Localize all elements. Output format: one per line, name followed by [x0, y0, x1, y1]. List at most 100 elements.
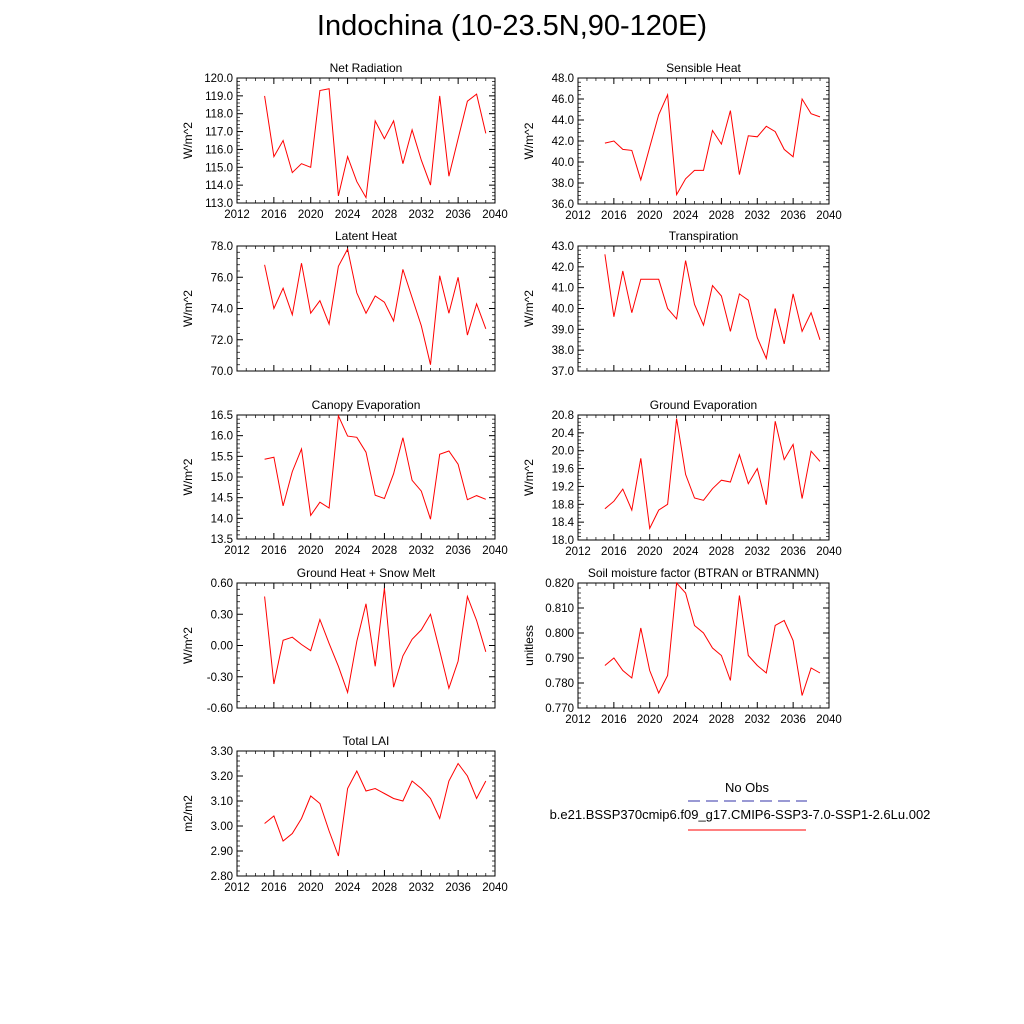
x-tick-label: 2028 [372, 545, 398, 557]
x-tick-label: 2020 [637, 714, 663, 726]
y-tick-label: 78.0 [211, 241, 233, 253]
y-tick-label: 15.5 [211, 451, 233, 463]
plot-frame [236, 582, 496, 709]
y-tick-label: 44.0 [552, 115, 574, 127]
x-tick-label: 2024 [673, 714, 699, 726]
y-tick-label: 2.90 [211, 846, 233, 858]
x-tick-label: 2020 [637, 546, 663, 558]
y-tick-label: 16.5 [211, 410, 233, 422]
legend-graphic: No Obs b.e21.BSSP370cmip6.f09_g17.CMIP6-… [550, 780, 930, 831]
y-tick-label: 114.0 [205, 180, 233, 192]
x-tick-label: 2032 [744, 546, 770, 558]
x-tick-label: 2020 [298, 882, 324, 894]
y-tick-label: 0.790 [545, 653, 574, 665]
series-line [604, 92, 821, 197]
y-tick-label: 37.0 [552, 366, 574, 378]
x-tick-label: 2016 [261, 545, 287, 557]
x-tick-label: 2040 [816, 546, 842, 558]
y-tick-label: -0.60 [207, 703, 233, 715]
series-line [264, 88, 487, 200]
x-tick-label: 2028 [709, 210, 735, 222]
x-tick-label: 2040 [816, 210, 842, 222]
x-tick-label: 2024 [335, 545, 361, 557]
chart-panel-9: Total LAI m2/m2 2.80 2.90 3.00 3.10 3.20 3.30 20… [181, 734, 508, 894]
x-tick-label: 2020 [637, 210, 663, 222]
x-tick-label: 2032 [408, 209, 434, 221]
x-tick-label: 2032 [744, 714, 770, 726]
chart-panel-1: Net Radiation W/m^2 113.0 114.0 115.0 116.0 11… [181, 61, 508, 221]
y-tick-label: 3.10 [211, 796, 233, 808]
y-tick-label: 0.810 [545, 603, 574, 615]
legend-entry-no-obs: No Obs [725, 780, 770, 795]
y-axis-title: W/m^2 [181, 290, 195, 327]
y-tick-label: 0.780 [545, 678, 574, 690]
x-tick-label: 2040 [816, 714, 842, 726]
x-tick-label: 2036 [445, 882, 471, 894]
y-tick-label: 0.60 [211, 578, 233, 590]
chart-panel-3: Latent Heat W/m^2 70.0 72.0 74.0 76.0 78.0 [181, 229, 496, 378]
x-tick-label: 2040 [482, 882, 508, 894]
y-tick-label: 18.8 [552, 499, 574, 511]
x-tick-label: 2036 [445, 209, 471, 221]
panel-title: Total LAI [343, 734, 390, 748]
plot-frame [236, 77, 496, 204]
chart-panel-7: Ground Heat + Snow Melt W/m^2 -0.60 -0.30 0.… [181, 566, 496, 715]
y-tick-label: 116.0 [205, 144, 233, 156]
y-tick-label: 48.0 [552, 73, 574, 85]
chart-panel-8: Soil moisture factor (BTRAN or BTRANMN) u… [522, 566, 842, 726]
panel-title: Latent Heat [335, 229, 398, 243]
y-axis-title: W/m^2 [522, 459, 536, 496]
y-tick-label: 115.0 [205, 162, 233, 174]
y-tick-label: 16.0 [211, 431, 233, 443]
y-tick-label: 0.770 [545, 703, 574, 715]
y-tick-label: 42.0 [552, 262, 574, 274]
chart-panel-5: Canopy Evaporation W/m^2 13.5 14.0 14.5 15.0 1… [181, 398, 508, 557]
x-tick-label: 2024 [673, 210, 699, 222]
y-tick-label: 118.0 [205, 109, 233, 121]
panel-title: Net Radiation [330, 61, 403, 75]
plot-frame [577, 414, 830, 541]
x-tick-label: 2032 [744, 210, 770, 222]
y-axis-title: W/m^2 [181, 122, 195, 159]
y-tick-label: 14.0 [211, 513, 233, 525]
x-tick-label: 2016 [601, 714, 627, 726]
figure-title: Indochina (10-23.5N,90-120E) [316, 10, 708, 42]
x-tick-label: 2012 [224, 545, 250, 557]
x-tick-label: 2032 [408, 545, 434, 557]
x-tick-label: 2024 [673, 546, 699, 558]
y-tick-label: 18.0 [552, 535, 574, 547]
x-tick-label: 2012 [224, 882, 250, 894]
y-axis-title: W/m^2 [181, 627, 195, 664]
y-axis-title: W/m^2 [522, 122, 536, 159]
y-tick-label: 120.0 [204, 73, 233, 85]
y-tick-label: 74.0 [211, 304, 233, 316]
series-line [604, 418, 821, 531]
x-tick-label: 2040 [482, 545, 508, 557]
y-tick-label: 20.0 [552, 446, 574, 458]
panel-title: Soil moisture factor (BTRAN or BTRANMN) [588, 566, 819, 580]
y-tick-label: 19.6 [552, 464, 574, 476]
y-tick-label: 19.2 [552, 481, 574, 493]
y-tick-label: 14.5 [211, 493, 233, 505]
x-tick-label: 2012 [565, 714, 591, 726]
y-tick-label: 20.4 [552, 428, 575, 440]
x-tick-label: 2028 [372, 882, 398, 894]
y-tick-label: 3.00 [211, 821, 233, 833]
x-tick-label: 2036 [780, 546, 806, 558]
y-tick-label: 36.0 [552, 199, 574, 211]
plot-frame [577, 77, 830, 205]
panel-title: Canopy Evaporation [312, 398, 421, 412]
y-axis-title: W/m^2 [181, 458, 195, 495]
panel-title: Transpiration [669, 229, 739, 243]
y-tick-label: 43.0 [552, 241, 574, 253]
y-tick-label: 117.0 [205, 127, 233, 139]
panel-title: Ground Evaporation [650, 398, 757, 412]
x-tick-label: 2020 [298, 545, 324, 557]
x-tick-label: 2024 [335, 882, 361, 894]
y-tick-label: 3.20 [211, 771, 233, 783]
legend: No Obs b.e21.BSSP370cmip6.f09_g17.CMIP6-… [520, 778, 960, 843]
x-tick-label: 2016 [601, 546, 627, 558]
series-line [264, 762, 487, 857]
y-tick-label: 3.30 [211, 746, 233, 758]
y-axis-title: W/m^2 [522, 290, 536, 327]
